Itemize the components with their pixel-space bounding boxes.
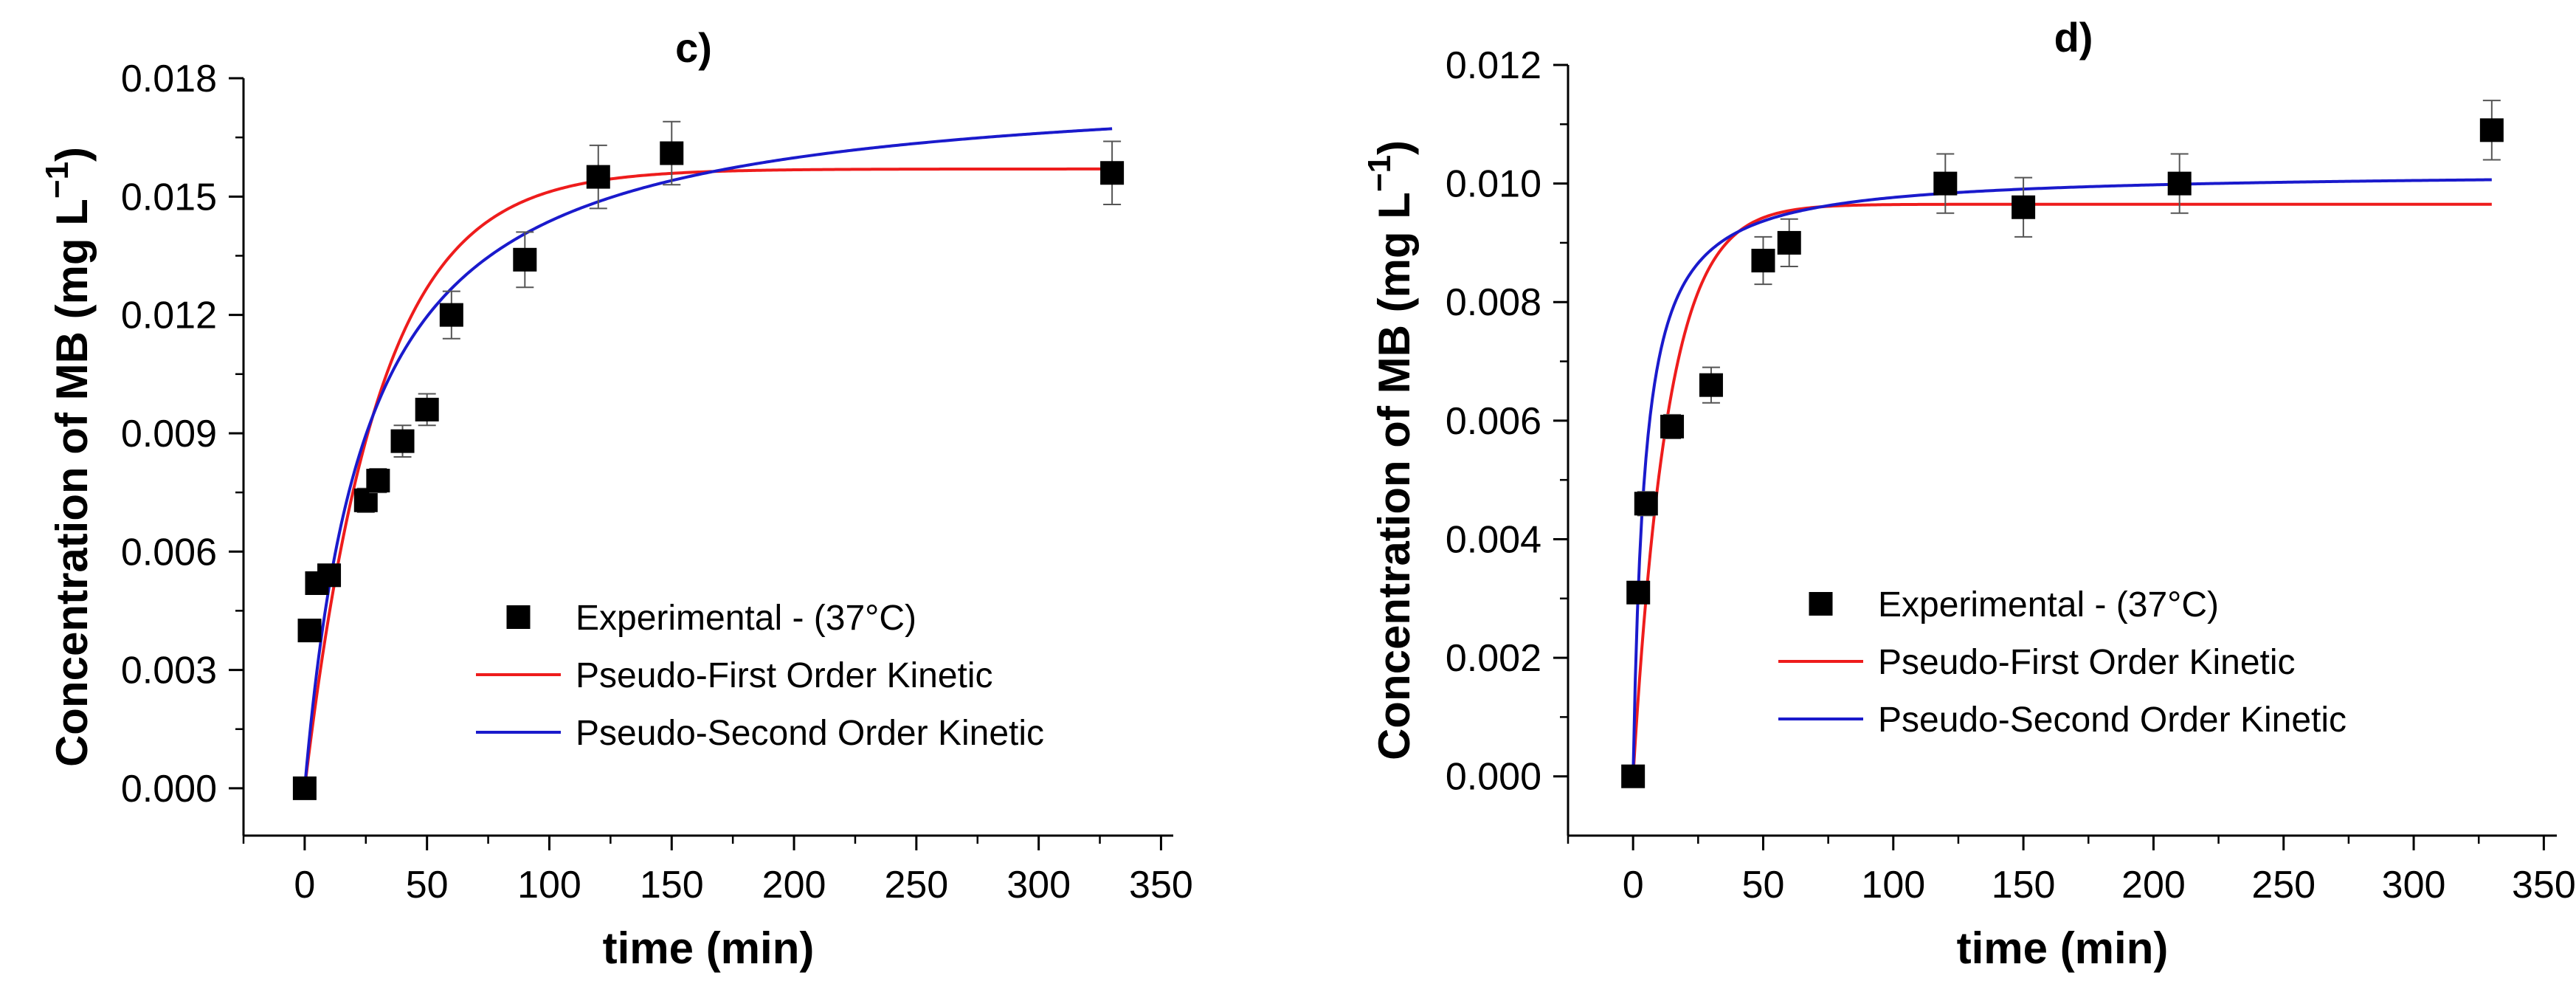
y-tick-label: 0.012 [1446, 44, 1541, 87]
data-point [513, 247, 537, 272]
data-point [1660, 414, 1685, 438]
legend-marker [506, 605, 531, 629]
legend-label: Pseudo-First Order Kinetic [576, 656, 993, 695]
chart-panel-d: 0.000 0.002 0.004 0.006 0.008 0.010 0.012 0 50 10… [1361, 14, 2576, 973]
y-tick-label: 0.008 [1446, 281, 1541, 324]
data-point [1777, 230, 1801, 255]
data-point [586, 165, 610, 189]
x-tick-label: 0 [294, 864, 315, 906]
y-tick-label: 0.004 [1446, 518, 1541, 561]
legend: Experimental - (37°C) Pseudo-First Order … [476, 599, 1044, 753]
y-axis-title-close: ) [1370, 140, 1419, 155]
x-tick-label: 300 [1006, 864, 1071, 906]
legend-label: Experimental - (37°C) [576, 599, 916, 638]
x-tick-label: 200 [2121, 864, 2186, 906]
data-point [1751, 249, 1775, 273]
data-point [415, 397, 439, 421]
data-point [2479, 118, 2504, 142]
pseudo-second-order-curve [1631, 178, 2492, 777]
y-tick-label: 0.009 [121, 413, 217, 455]
legend: Experimental - (37°C) Pseudo-First Order … [1778, 585, 2347, 740]
data-point [1100, 161, 1125, 185]
x-tick-label: 350 [2512, 864, 2576, 906]
x-axis-title: time (min) [603, 923, 815, 973]
x-tick-label: 300 [2382, 864, 2446, 906]
y-tick-label: 0.015 [121, 176, 217, 218]
x-tick-label: 250 [884, 864, 948, 906]
x-tick-label: 50 [1742, 864, 1785, 906]
data-point [1621, 764, 1646, 788]
pseudo-first-order-curve [303, 167, 1113, 789]
data-point [1933, 171, 1958, 196]
y-tick-label: 0.000 [1446, 756, 1541, 799]
y-tick-label: 0.002 [1446, 637, 1541, 680]
legend-marker [1809, 592, 1833, 616]
data-point [297, 619, 322, 643]
chart-panel-c: 0.000 0.003 0.006 0.009 0.012 0.015 0.018 0 50 10… [39, 24, 1193, 973]
x-tick-label: 350 [1129, 864, 1193, 906]
y-tick-label: 0.010 [1446, 163, 1541, 206]
legend-label: Pseudo-Second Order Kinetic [576, 714, 1044, 753]
y-tick-label: 0.006 [121, 531, 217, 574]
x-axis-title: time (min) [1957, 923, 2169, 973]
y-axis-title-main: Concentration of MB (mg L [47, 199, 97, 767]
y-axis-title: Concentration of MB (mg L−1) [39, 147, 97, 767]
data-point [317, 563, 342, 588]
panel-title: d) [2054, 14, 2093, 61]
data-point [1634, 492, 1658, 516]
y-axis-title-main: Concentration of MB (mg L [1370, 192, 1419, 760]
data-point [2012, 195, 2036, 219]
data-point [366, 469, 390, 493]
pseudo-second-order-curve [303, 127, 1113, 789]
data-point [292, 776, 317, 800]
y-axis-title-superscript: −1 [39, 162, 75, 199]
x-tick-label: 100 [517, 864, 581, 906]
data-point [390, 429, 415, 453]
x-tick-label: 100 [1861, 864, 1925, 906]
y-axis-title: Concentration of MB (mg L−1) [1361, 140, 1419, 760]
data-point [2167, 171, 2192, 196]
data-point [1699, 373, 1723, 397]
x-tick-label: 250 [2251, 864, 2316, 906]
y-axis-title-superscript: −1 [1361, 155, 1398, 192]
x-tick-label: 150 [640, 864, 704, 906]
y-tick-label: 0.000 [121, 768, 217, 811]
y-tick-label: 0.018 [121, 58, 217, 100]
x-tick-label: 200 [762, 864, 826, 906]
legend-label: Pseudo-First Order Kinetic [1878, 643, 2296, 682]
data-point [1626, 580, 1651, 605]
pseudo-first-order-curve [1631, 202, 2492, 777]
data-point [439, 303, 463, 327]
y-axis-title-close: ) [47, 147, 97, 162]
y-tick-label: 0.012 [121, 295, 217, 337]
x-tick-label: 50 [406, 864, 449, 906]
legend-label: Pseudo-Second Order Kinetic [1878, 701, 2347, 740]
y-tick-label: 0.003 [121, 650, 217, 692]
data-point [660, 141, 684, 165]
x-tick-label: 0 [1623, 864, 1644, 906]
legend-label: Experimental - (37°C) [1878, 585, 2219, 624]
y-tick-label: 0.006 [1446, 400, 1541, 443]
x-tick-label: 150 [1992, 864, 2056, 906]
panel-title: c) [675, 24, 712, 71]
